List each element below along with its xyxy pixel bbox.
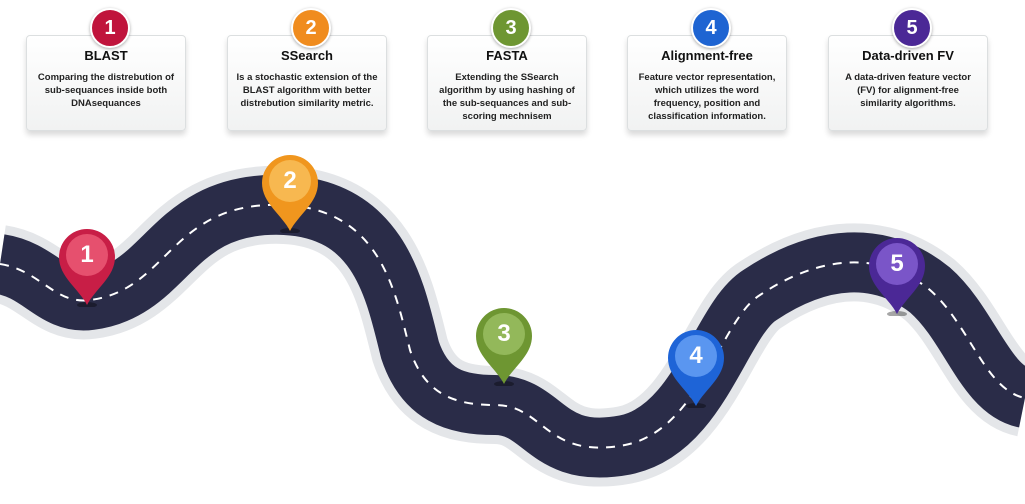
- step-2-description: Is a stochastic extension of the BLAST a…: [236, 72, 378, 109]
- step-5-description: A data-driven feature vector (FV) for al…: [845, 72, 971, 109]
- map-pin-4: 4: [666, 328, 726, 408]
- step-2-number-badge: 2: [291, 8, 331, 48]
- step-1-title: BLAST: [84, 48, 128, 63]
- step-1-card: BLAST Comparing the distrebution of sub-…: [26, 35, 186, 131]
- map-pin-5: 5: [867, 236, 927, 316]
- step-2-title: SSearch: [280, 48, 334, 63]
- step-4-card: Alignment-free Feature vector representa…: [627, 35, 787, 131]
- step-5-number-badge: 5: [892, 8, 932, 48]
- step-4-title: Alignment-free: [661, 48, 753, 63]
- map-pin-3-number: 3: [497, 320, 511, 347]
- step-4-description: Feature vector representation, which uti…: [638, 72, 776, 122]
- step-3-card: FASTA Extending the SSearch algorithm by…: [427, 35, 587, 131]
- map-pin-5-number: 5: [890, 250, 904, 277]
- map-pin-1-icon: [59, 229, 115, 307]
- step-3-description: Extending the SSearch algorithm by using…: [439, 72, 575, 122]
- step-1-number-badge: 1: [90, 8, 130, 48]
- step-4-number-badge: 4: [691, 8, 731, 48]
- step-5-card: Data-driven FV A data-driven feature vec…: [828, 35, 988, 131]
- map-pin-2: 2: [260, 153, 320, 233]
- map-pin-5-icon: [869, 238, 925, 316]
- step-2-card: SSearch Is a stochastic extension of the…: [227, 35, 387, 131]
- map-pin-2-number: 2: [283, 167, 297, 194]
- map-pin-1: 1: [57, 227, 117, 307]
- map-pin-1-number: 1: [80, 241, 94, 268]
- map-pin-3-icon: [476, 308, 532, 386]
- map-pin-2-icon: [262, 155, 318, 233]
- step-1-description: Comparing the distrebution of sub-sequan…: [37, 72, 175, 109]
- step-3-number-badge: 3: [491, 8, 531, 48]
- map-pin-4-number: 4: [689, 342, 703, 369]
- map-pin-4-icon: [668, 330, 724, 408]
- step-5-title: Data-driven FV: [862, 48, 954, 63]
- step-3-title: FASTA: [486, 48, 528, 63]
- map-pin-3: 3: [474, 306, 534, 386]
